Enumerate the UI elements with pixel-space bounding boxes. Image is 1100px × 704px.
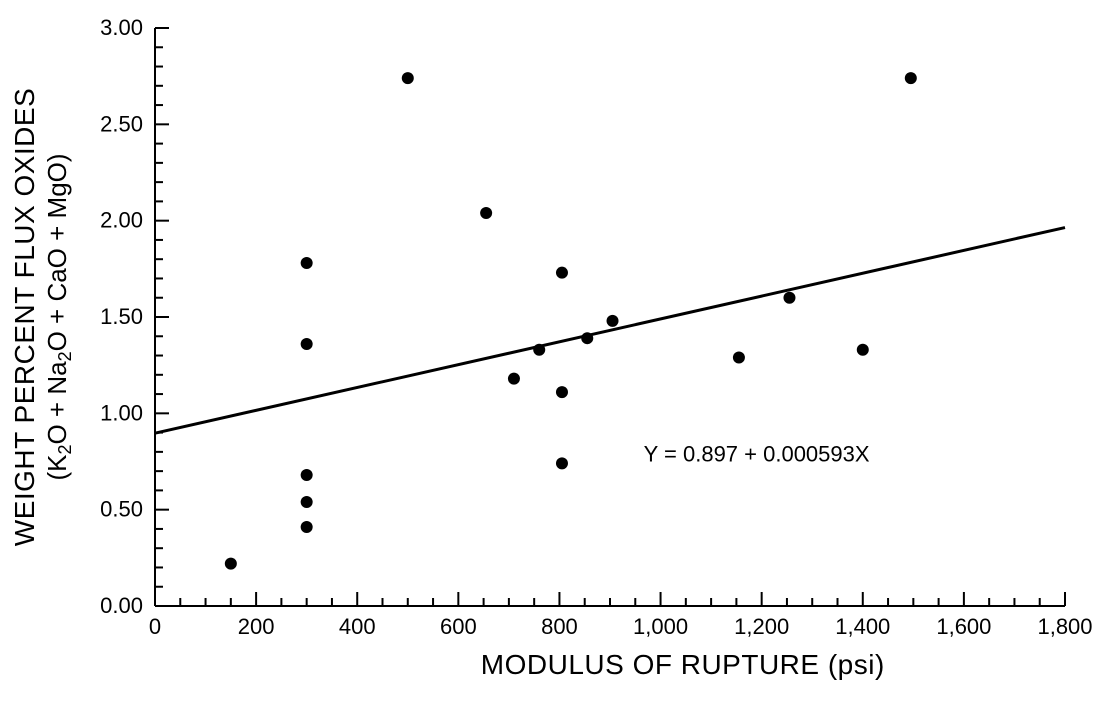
data-point xyxy=(581,332,593,344)
y-tick-label: 2.00 xyxy=(100,208,143,233)
y-tick-label: 3.00 xyxy=(100,15,143,40)
x-tick-label: 600 xyxy=(440,614,477,639)
y-axis-title-line2: (K2O + Na2O + CaO + MgO) xyxy=(42,153,75,480)
x-tick-label: 400 xyxy=(339,614,376,639)
data-point xyxy=(301,521,313,533)
data-point xyxy=(480,207,492,219)
data-point xyxy=(301,257,313,269)
data-point xyxy=(733,351,745,363)
x-axis-title: MODULUS OF RUPTURE (psi) xyxy=(481,649,885,680)
data-point xyxy=(301,338,313,350)
x-tick-label: 1,600 xyxy=(936,614,991,639)
y-axis-title-line1: WEIGHT PERCENT FLUX OXIDES xyxy=(9,88,40,546)
data-point xyxy=(556,386,568,398)
regression-equation: Y = 0.897 + 0.000593X xyxy=(644,442,870,467)
data-point xyxy=(905,72,917,84)
data-point xyxy=(301,469,313,481)
data-point xyxy=(556,267,568,279)
x-tick-label: 800 xyxy=(541,614,578,639)
y-tick-label: 2.50 xyxy=(100,111,143,136)
data-point xyxy=(225,558,237,570)
x-tick-label: 1,200 xyxy=(734,614,789,639)
data-point xyxy=(607,315,619,327)
data-point xyxy=(533,344,545,356)
x-tick-label: 0 xyxy=(149,614,161,639)
y-tick-label: 0.50 xyxy=(100,497,143,522)
trend-line xyxy=(155,228,1065,434)
x-tick-label: 200 xyxy=(238,614,275,639)
data-point xyxy=(556,457,568,469)
scatter-chart: 0 200 400 600 800 1,000 1,200 1,400 1,600 1,800 0.… xyxy=(0,0,1100,704)
y-axis-title-group: WEIGHT PERCENT FLUX OXIDES(K2O + Na2O + … xyxy=(9,88,75,546)
x-tick-label: 1,400 xyxy=(835,614,890,639)
y-tick-label: 1.00 xyxy=(100,400,143,425)
y-tick-label: 1.50 xyxy=(100,304,143,329)
data-point xyxy=(857,344,869,356)
data-point xyxy=(402,72,414,84)
y-tick-label: 0.00 xyxy=(100,593,143,618)
chart-svg: 0 200 400 600 800 1,000 1,200 1,400 1,600 1,800 0.… xyxy=(0,0,1100,704)
data-point xyxy=(783,292,795,304)
x-tick-label: 1,000 xyxy=(633,614,688,639)
data-point xyxy=(301,496,313,508)
data-point xyxy=(508,373,520,385)
x-tick-label: 1,800 xyxy=(1037,614,1092,639)
